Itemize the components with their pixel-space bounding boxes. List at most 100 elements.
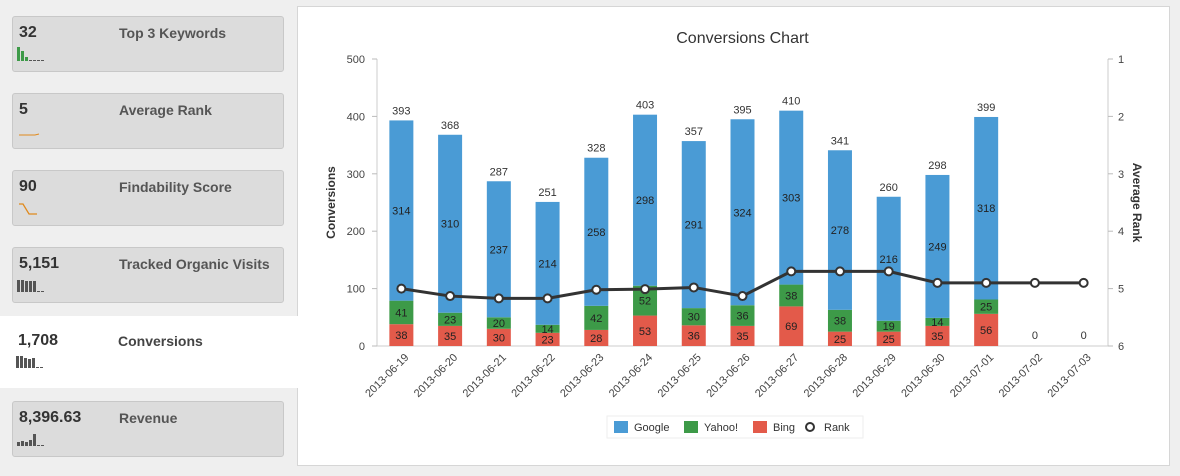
rank-point bbox=[640, 284, 651, 295]
bar-bing bbox=[584, 329, 609, 346]
sparkline-bar bbox=[41, 445, 44, 446]
y2-tick-label: 6 bbox=[1118, 341, 1124, 353]
bar-yahoo bbox=[535, 324, 560, 333]
bar-google bbox=[584, 157, 609, 306]
metric-value: 5 bbox=[19, 101, 28, 118]
y-tick-label: 400 bbox=[347, 111, 365, 123]
sparkline-bar bbox=[25, 442, 28, 446]
legend-item-google[interactable]: Google bbox=[614, 421, 669, 434]
y-tick-label: 300 bbox=[347, 169, 365, 181]
sparkline-line bbox=[19, 203, 37, 215]
x-tick-label: 2013-06-30 bbox=[899, 352, 947, 400]
bar-label-bing: 30 bbox=[493, 332, 505, 344]
x-tick-label: 2013-06-24 bbox=[607, 352, 655, 400]
bar-yahoo bbox=[779, 284, 804, 307]
bar-total-label: 399 bbox=[977, 102, 995, 114]
bar-label-bing: 35 bbox=[444, 331, 456, 343]
sparkline-bar bbox=[28, 359, 31, 368]
rank-point bbox=[737, 291, 748, 302]
legend-frame bbox=[606, 415, 864, 439]
bar-label-google: 237 bbox=[490, 244, 508, 256]
metric-card-tracked-organic-visits[interactable]: 5,151 Tracked Organic Visits bbox=[12, 247, 284, 303]
sparkline-bar bbox=[40, 367, 43, 368]
x-tick-label: 2013-06-23 bbox=[558, 352, 606, 400]
rank-point bbox=[445, 291, 456, 302]
bar-total-label: 260 bbox=[880, 182, 898, 194]
bar-bing bbox=[876, 331, 901, 346]
legend-label: Yahoo! bbox=[704, 422, 738, 434]
bar-bing bbox=[438, 325, 463, 346]
metric-label: Average Rank bbox=[119, 102, 212, 118]
bar-bing bbox=[681, 325, 706, 346]
metric-card-average-rank[interactable]: 5 Average Rank bbox=[12, 93, 284, 149]
legend-item-yahoo[interactable]: Yahoo! bbox=[684, 421, 738, 434]
metric-card-top-3-keywords[interactable]: 32 Top 3 Keywords bbox=[12, 16, 284, 72]
bar-yahoo bbox=[438, 312, 463, 326]
sparkline-icon bbox=[19, 133, 40, 136]
bar-total-label: 341 bbox=[831, 135, 849, 147]
bar-label-google: 303 bbox=[782, 193, 800, 205]
bar-yahoo bbox=[681, 308, 706, 326]
metrics-sidebar: 32 Top 3 Keywords 5 Average Rank 90 Findabili… bbox=[0, 0, 300, 476]
bar-label-bing: 23 bbox=[541, 334, 553, 346]
bar-google bbox=[779, 110, 804, 285]
bar-yahoo bbox=[876, 320, 901, 332]
bar-label-yahoo: 30 bbox=[688, 312, 700, 324]
sparkline-bar bbox=[25, 281, 28, 292]
legend-item-rank[interactable]: Rank bbox=[805, 422, 850, 434]
bar-bing bbox=[827, 331, 852, 346]
y-tick-label: 500 bbox=[347, 54, 365, 66]
rank-point bbox=[591, 284, 602, 295]
bar-label-bing: 36 bbox=[688, 331, 700, 343]
sparkline-bar bbox=[16, 356, 19, 368]
sparkline-bar bbox=[21, 280, 24, 292]
metric-value: 5,151 bbox=[19, 255, 60, 272]
metric-label: Revenue bbox=[119, 410, 178, 426]
metric-label: Findability Score bbox=[119, 179, 232, 195]
sparkline-bar bbox=[32, 358, 35, 368]
sparkline-line bbox=[19, 133, 40, 136]
metric-card-findability-score[interactable]: 90 Findability Score bbox=[12, 170, 284, 226]
metric-card-revenue[interactable]: 8,396.63 Revenue bbox=[12, 401, 284, 457]
bar-google bbox=[974, 116, 999, 300]
sparkline-bar bbox=[25, 57, 28, 61]
bar-total-label: 298 bbox=[928, 160, 946, 172]
metric-card-conversions[interactable]: 1,708 Conversions bbox=[0, 316, 300, 388]
x-tick-label: 2013-07-01 bbox=[948, 352, 996, 400]
rank-point bbox=[396, 283, 407, 294]
bar-label-yahoo: 14 bbox=[541, 324, 553, 336]
bar-bing bbox=[389, 324, 414, 346]
legend-swatch bbox=[753, 421, 767, 433]
bar-google bbox=[389, 120, 414, 301]
bar-total-label: 395 bbox=[733, 104, 751, 116]
rank-point bbox=[493, 293, 504, 304]
rank-point bbox=[542, 293, 553, 304]
bar-yahoo bbox=[974, 299, 999, 314]
bar-bing bbox=[633, 315, 658, 346]
bar-google bbox=[633, 114, 658, 286]
sparkline-bar bbox=[20, 356, 23, 368]
metric-label: Top 3 Keywords bbox=[119, 25, 227, 41]
bar-label-yahoo: 38 bbox=[834, 316, 846, 328]
sparkline-icon bbox=[17, 280, 44, 292]
bar-yahoo bbox=[730, 305, 755, 326]
bar-label-google: 249 bbox=[928, 241, 946, 253]
bar-label-google: 258 bbox=[587, 227, 605, 239]
bar-label-yahoo: 19 bbox=[883, 321, 895, 333]
y2-axis-title: Average Rank bbox=[1130, 163, 1144, 243]
bar-label-google: 314 bbox=[392, 206, 410, 218]
rank-point bbox=[1078, 277, 1089, 288]
bar-total-label: 403 bbox=[636, 100, 654, 112]
sparkline-bar bbox=[37, 445, 40, 446]
bar-total-label: 0 bbox=[1032, 330, 1038, 342]
bar-google bbox=[730, 119, 755, 306]
sparkline-bar bbox=[21, 441, 24, 446]
sparkline-bar bbox=[37, 291, 40, 292]
rank-point bbox=[932, 277, 943, 288]
rank-point bbox=[786, 266, 797, 277]
legend-item-bing[interactable]: Bing bbox=[753, 421, 795, 434]
bar-label-bing: 28 bbox=[590, 333, 602, 345]
legend-label: Google bbox=[634, 422, 669, 434]
bar-label-yahoo: 42 bbox=[590, 313, 602, 325]
bar-label-bing: 25 bbox=[834, 334, 846, 346]
